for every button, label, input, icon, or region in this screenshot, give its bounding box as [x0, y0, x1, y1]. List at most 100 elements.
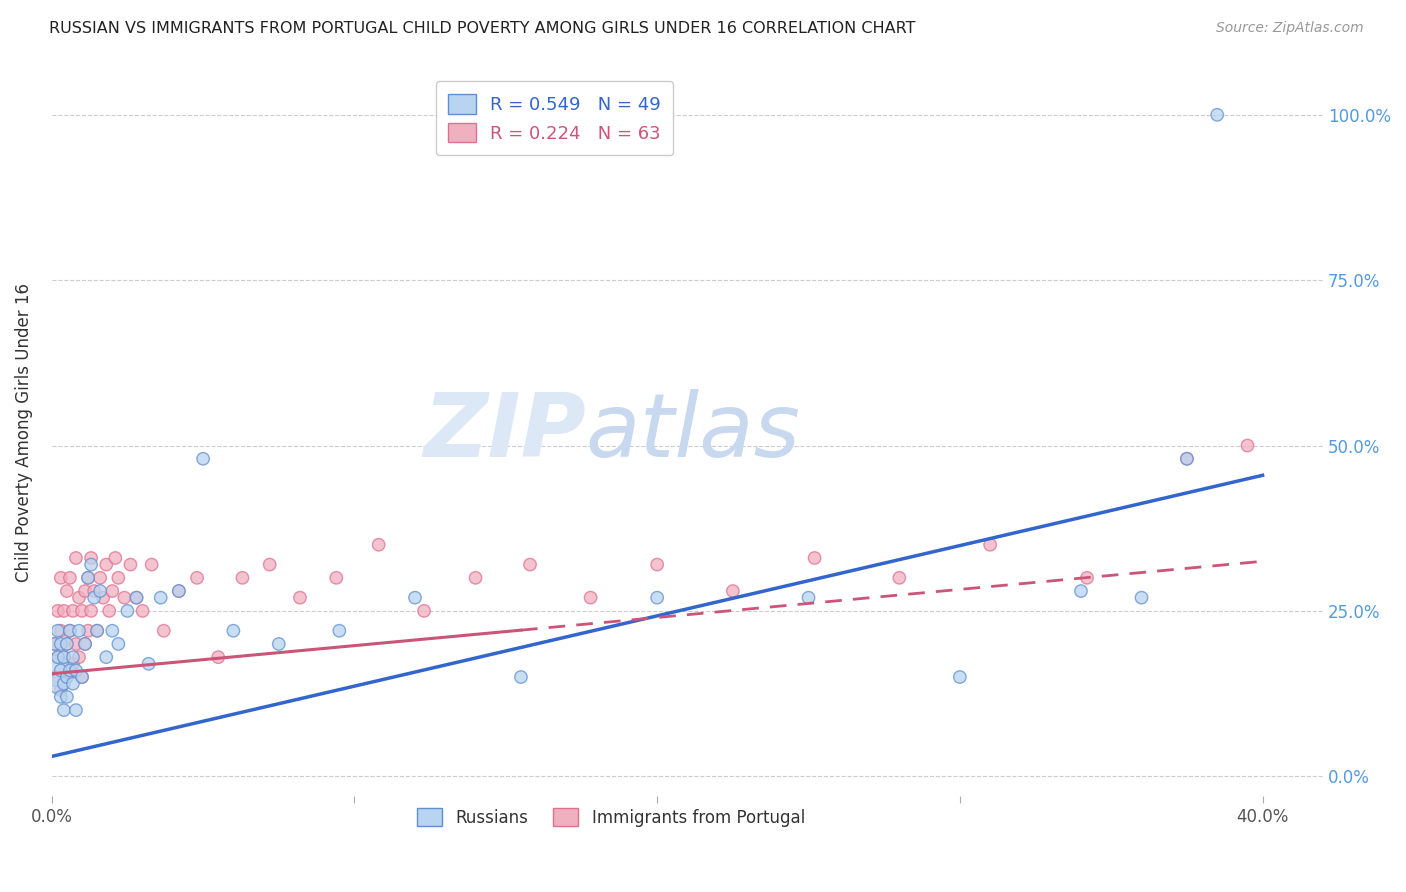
Point [96, 650, 118, 665]
Point [96, 558, 118, 572]
Point [645, 591, 668, 605]
Point [73, 637, 96, 651]
Point [46, 650, 69, 665]
Point [56, 637, 79, 651]
Point [73, 637, 96, 651]
Point [49, 624, 72, 638]
Point [1076, 571, 1098, 585]
Point [1130, 591, 1153, 605]
Point [52, 676, 75, 690]
Point [46, 604, 69, 618]
Point [52, 604, 75, 618]
Point [207, 650, 229, 665]
Point [59, 571, 82, 585]
Point [83, 584, 105, 599]
Point [367, 538, 389, 552]
Point [645, 558, 668, 572]
Point [62, 650, 84, 665]
Point [98, 604, 121, 618]
Point [80, 558, 103, 572]
Point [117, 604, 139, 618]
Point [519, 558, 541, 572]
Point [89, 571, 111, 585]
Point [91, 591, 114, 605]
Point [59, 664, 82, 678]
Point [141, 558, 163, 572]
Point [59, 624, 82, 638]
Point [86, 624, 108, 638]
Point [167, 584, 190, 599]
Point [231, 571, 253, 585]
Point [107, 637, 129, 651]
Point [44, 664, 66, 678]
Point [46, 624, 69, 638]
Point [56, 637, 79, 651]
Point [67, 624, 90, 638]
Point [107, 571, 129, 585]
Point [152, 624, 174, 638]
Point [52, 703, 75, 717]
Point [67, 650, 90, 665]
Point [65, 637, 87, 651]
Point [77, 571, 100, 585]
Point [80, 551, 103, 566]
Point [44, 670, 66, 684]
Point [1070, 584, 1092, 599]
Point [44, 637, 66, 651]
Point [65, 703, 87, 717]
Point [70, 604, 93, 618]
Point [120, 558, 142, 572]
Point [101, 624, 124, 638]
Point [73, 584, 96, 599]
Point [579, 591, 602, 605]
Text: atlas: atlas [586, 389, 800, 475]
Point [44, 637, 66, 651]
Point [803, 551, 825, 566]
Point [104, 551, 127, 566]
Point [413, 604, 436, 618]
Point [138, 657, 160, 671]
Point [49, 571, 72, 585]
Point [65, 664, 87, 678]
Point [510, 670, 533, 684]
Point [49, 690, 72, 704]
Point [70, 670, 93, 684]
Text: ZIP: ZIP [423, 389, 586, 475]
Point [52, 650, 75, 665]
Point [62, 657, 84, 671]
Point [89, 584, 111, 599]
Point [56, 670, 79, 684]
Point [101, 584, 124, 599]
Point [186, 571, 208, 585]
Point [70, 670, 93, 684]
Point [49, 637, 72, 651]
Point [59, 624, 82, 638]
Point [125, 591, 148, 605]
Point [222, 624, 245, 638]
Point [62, 676, 84, 690]
Point [131, 604, 153, 618]
Point [80, 604, 103, 618]
Point [77, 624, 100, 638]
Point [949, 670, 972, 684]
Point [52, 650, 75, 665]
Point [325, 571, 347, 585]
Point [288, 591, 311, 605]
Point [267, 637, 290, 651]
Point [46, 676, 69, 690]
Point [167, 584, 190, 599]
Point [259, 558, 281, 572]
Point [56, 584, 79, 599]
Point [1175, 451, 1198, 466]
Point [56, 690, 79, 704]
Point [797, 591, 820, 605]
Point [1236, 438, 1258, 452]
Point [67, 591, 90, 605]
Point [1206, 108, 1229, 122]
Point [46, 650, 69, 665]
Y-axis label: Child Poverty Among Girls Under 16: Child Poverty Among Girls Under 16 [15, 283, 32, 582]
Point [464, 571, 486, 585]
Point [404, 591, 426, 605]
Point [979, 538, 1001, 552]
Point [889, 571, 911, 585]
